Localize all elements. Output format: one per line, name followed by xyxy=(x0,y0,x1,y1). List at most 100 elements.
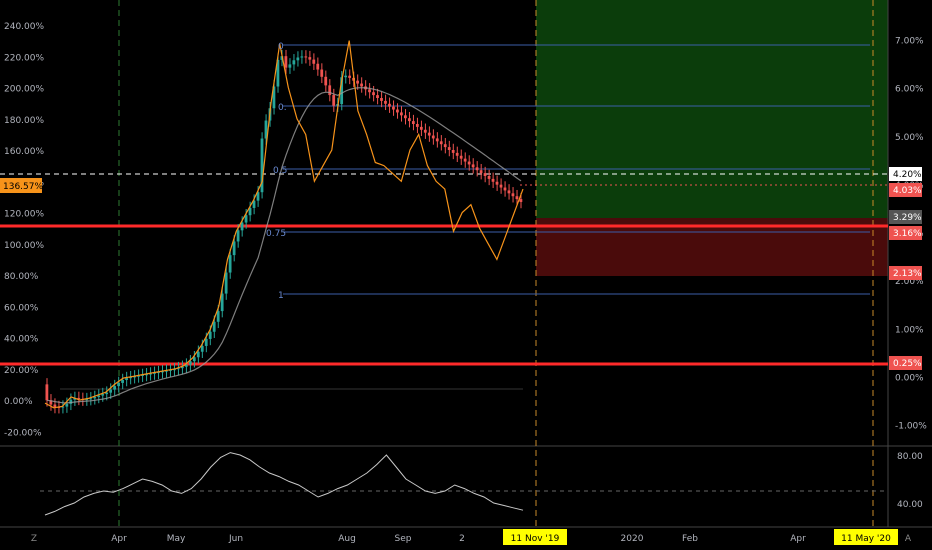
corner-left-glyph: Z xyxy=(31,534,37,544)
right-axis-tick: 7.00% xyxy=(895,36,924,46)
candle-body xyxy=(511,193,515,197)
candle-body xyxy=(264,120,268,139)
candle-body xyxy=(288,64,292,68)
candle-body xyxy=(360,83,363,87)
candle-body xyxy=(455,152,459,156)
candle-body xyxy=(459,155,463,159)
candle-body xyxy=(153,372,156,374)
candle-body xyxy=(499,184,503,188)
candle-body xyxy=(272,86,276,109)
candle-body xyxy=(467,161,471,165)
candle-body xyxy=(53,404,57,408)
candle-body xyxy=(487,175,491,179)
right-price-text: 0.25% xyxy=(893,359,922,369)
x-axis-label: Jun xyxy=(228,534,243,544)
right-axis-tick: 0.00% xyxy=(895,374,924,384)
candle-body xyxy=(475,167,479,171)
candle-body xyxy=(45,384,49,401)
candle-body xyxy=(85,399,89,401)
fib-label: 1 xyxy=(278,291,284,301)
candle-body xyxy=(415,123,419,127)
candle-body xyxy=(204,338,208,346)
left-axis-tick: 160.00% xyxy=(4,147,44,157)
left-axis-tick: 0.00% xyxy=(4,397,33,407)
candle-body xyxy=(196,351,200,358)
candle-body xyxy=(328,85,332,96)
candle-body xyxy=(392,106,395,110)
candle-body xyxy=(101,394,105,396)
candle-body xyxy=(400,112,403,116)
candle-body xyxy=(105,392,109,395)
right-price-badge xyxy=(889,183,922,197)
candle-body xyxy=(312,59,316,64)
candle-body xyxy=(157,372,160,374)
candle-body xyxy=(376,95,379,98)
candle-body xyxy=(447,147,451,150)
right-price-text: 4.20% xyxy=(893,170,922,180)
candle-body xyxy=(439,141,443,145)
candle-body xyxy=(356,80,359,84)
x-axis-highlight xyxy=(834,529,898,545)
candle-body xyxy=(129,377,132,379)
loss-zone xyxy=(536,218,888,276)
candle-body xyxy=(411,121,415,124)
left-price-text: 136.57% xyxy=(3,182,43,192)
candle-body xyxy=(404,115,407,119)
right-price-text: 3.16% xyxy=(893,229,922,239)
x-axis-label: 11 May '20 xyxy=(841,534,891,544)
candle-body xyxy=(407,118,411,122)
left-axis-tick: 220.00% xyxy=(4,53,44,63)
candle-body xyxy=(396,109,399,113)
candle-body xyxy=(236,230,240,242)
candle-body xyxy=(256,192,260,201)
candle-body xyxy=(216,311,220,322)
candle-body xyxy=(161,371,164,373)
x-axis-label: 11 Nov '19 xyxy=(511,534,560,544)
right-axis-tick: 6.00% xyxy=(895,85,924,95)
candle-body xyxy=(176,368,180,370)
candle-body xyxy=(427,132,431,136)
candle-body xyxy=(463,158,467,162)
candle-body xyxy=(137,375,140,377)
candle-body xyxy=(133,376,136,378)
candle-body xyxy=(515,196,519,200)
x-axis-label: Sep xyxy=(395,534,412,544)
candle-body xyxy=(212,321,216,332)
candle-body xyxy=(65,403,69,407)
candle-body xyxy=(380,97,383,101)
candle-body xyxy=(340,77,344,105)
candle-body xyxy=(117,382,120,387)
candle-body xyxy=(431,135,435,139)
left-axis-tick: 80.00% xyxy=(4,272,39,282)
candle-body xyxy=(109,389,113,393)
profit-zone xyxy=(536,0,888,218)
right-price-badge xyxy=(889,210,922,224)
candle-body xyxy=(332,95,336,106)
candle-body xyxy=(423,129,427,133)
x-axis-label: 2 xyxy=(459,534,465,544)
candle-body xyxy=(141,374,144,376)
left-axis-tick: 180.00% xyxy=(4,116,44,126)
candle-body xyxy=(168,369,172,371)
candle-body xyxy=(304,56,308,58)
candle-body xyxy=(483,173,487,176)
candle-body xyxy=(296,57,300,61)
candle-body xyxy=(188,361,192,365)
left-axis-tick: 240.00% xyxy=(4,22,44,32)
left-axis-tick: 60.00% xyxy=(4,303,39,313)
candle-body xyxy=(248,207,252,216)
candle-body xyxy=(419,126,423,130)
candle-body xyxy=(308,57,312,60)
candle-body xyxy=(260,138,264,193)
candle-body xyxy=(284,56,288,68)
right-price-badge xyxy=(889,167,922,181)
left-axis-tick: 200.00% xyxy=(4,85,44,95)
candle-body xyxy=(145,374,148,376)
candle-body xyxy=(61,406,65,408)
lower-axis-tick: 80.00 xyxy=(897,452,923,462)
x-axis-label: Apr xyxy=(111,534,127,544)
candle-body xyxy=(276,59,280,87)
candle-body xyxy=(125,378,128,381)
